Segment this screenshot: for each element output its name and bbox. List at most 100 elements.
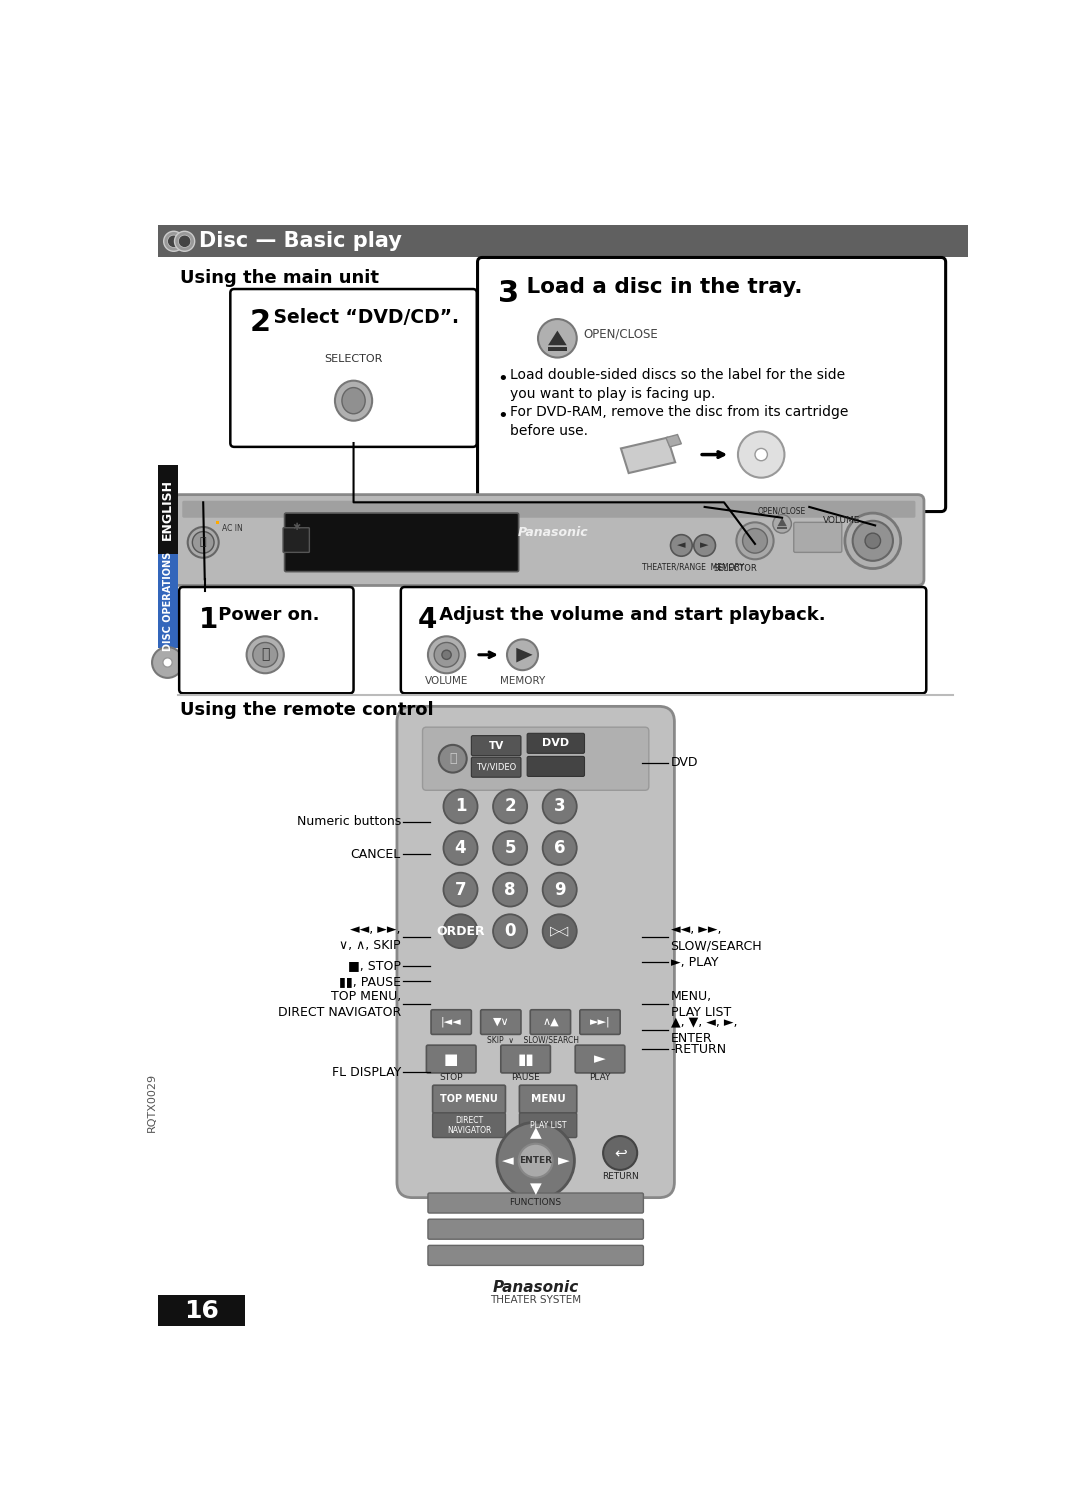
Bar [548, 347, 567, 350]
Text: ▲, ▼, ◄, ►,
ENTER: ▲, ▼, ◄, ►, ENTER [671, 1015, 737, 1045]
Text: ►►|: ►►| [590, 1017, 610, 1027]
Polygon shape [666, 434, 681, 447]
Text: •: • [498, 370, 509, 388]
Text: Adjust the volume and start playback.: Adjust the volume and start playback. [433, 607, 826, 625]
Circle shape [444, 790, 477, 823]
Text: Select “DVD/CD”.: Select “DVD/CD”. [267, 309, 459, 328]
Text: ◄◄, ►►,
∨, ∧, SKIP: ◄◄, ►►, ∨, ∧, SKIP [339, 923, 401, 953]
Text: Using the remote control: Using the remote control [180, 701, 433, 719]
Text: 3: 3 [498, 279, 518, 309]
Text: Load a disc in the tray.: Load a disc in the tray. [518, 277, 802, 298]
FancyBboxPatch shape [580, 1009, 620, 1035]
Text: Numeric buttons: Numeric buttons [297, 816, 401, 829]
Text: VOLUME: VOLUME [823, 516, 861, 525]
Text: PAUSE: PAUSE [511, 1074, 540, 1082]
FancyBboxPatch shape [428, 1220, 644, 1239]
FancyBboxPatch shape [527, 734, 584, 753]
FancyBboxPatch shape [422, 728, 649, 790]
FancyBboxPatch shape [230, 289, 476, 447]
Text: Disc — Basic play: Disc — Basic play [199, 231, 402, 252]
FancyBboxPatch shape [527, 756, 584, 777]
Text: MENU,
PLAY LIST: MENU, PLAY LIST [671, 990, 731, 1020]
Text: ■: ■ [444, 1051, 458, 1066]
Circle shape [693, 535, 715, 556]
Text: ⏻: ⏻ [200, 537, 206, 547]
Circle shape [845, 513, 901, 568]
Circle shape [603, 1136, 637, 1170]
Text: Using the main unit: Using the main unit [180, 268, 379, 286]
Circle shape [852, 520, 893, 561]
Circle shape [518, 1144, 553, 1178]
Text: PLAY LIST: PLAY LIST [530, 1121, 566, 1130]
Text: FUNCTIONS: FUNCTIONS [510, 1197, 562, 1206]
Bar [159, 465, 177, 555]
Circle shape [163, 658, 172, 666]
Circle shape [444, 872, 477, 907]
Circle shape [442, 650, 451, 659]
FancyBboxPatch shape [284, 513, 518, 571]
Bar [159, 225, 968, 258]
FancyBboxPatch shape [519, 1085, 577, 1112]
Text: STOP: STOP [440, 1074, 463, 1082]
FancyBboxPatch shape [427, 1045, 476, 1074]
Circle shape [178, 236, 191, 248]
Text: MEMORY: MEMORY [500, 677, 545, 686]
Circle shape [438, 746, 467, 772]
FancyBboxPatch shape [471, 757, 521, 777]
Text: OPEN/CLOSE: OPEN/CLOSE [758, 507, 807, 516]
Text: ►, PLAY: ►, PLAY [671, 956, 718, 969]
Ellipse shape [335, 380, 373, 420]
Text: For DVD-RAM, remove the disc from its cartridge
before use.: For DVD-RAM, remove the disc from its ca… [510, 406, 849, 438]
Text: ∧▲: ∧▲ [542, 1017, 558, 1027]
FancyBboxPatch shape [530, 1009, 570, 1035]
Circle shape [507, 640, 538, 669]
Text: THEATER/RANGE  MEMORY: THEATER/RANGE MEMORY [642, 562, 744, 571]
Bar [159, 1296, 245, 1325]
Circle shape [497, 1123, 575, 1199]
FancyBboxPatch shape [428, 1245, 644, 1266]
FancyBboxPatch shape [794, 522, 841, 552]
Text: ►: ► [594, 1051, 606, 1066]
Text: DVD: DVD [671, 756, 698, 769]
Circle shape [192, 532, 214, 553]
Circle shape [444, 830, 477, 865]
Text: ►: ► [700, 540, 708, 550]
Text: 1: 1 [455, 798, 467, 816]
FancyBboxPatch shape [397, 707, 674, 1197]
Text: DISC OPERATIONS: DISC OPERATIONS [163, 552, 173, 650]
Circle shape [167, 236, 180, 248]
Circle shape [865, 534, 880, 549]
Polygon shape [516, 649, 532, 662]
Text: ↩: ↩ [613, 1145, 626, 1160]
Text: 6: 6 [554, 839, 566, 857]
Circle shape [494, 914, 527, 948]
Text: ENTER: ENTER [519, 1156, 552, 1164]
FancyBboxPatch shape [481, 1009, 521, 1035]
Polygon shape [621, 438, 675, 473]
Text: OPEN/CLOSE: OPEN/CLOSE [583, 328, 658, 341]
Text: VOLUME: VOLUME [424, 677, 469, 686]
Text: ⏻: ⏻ [449, 753, 457, 765]
Text: ►: ► [557, 1153, 569, 1167]
Text: FL DISPLAY: FL DISPLAY [332, 1066, 401, 1078]
Text: 16: 16 [185, 1299, 219, 1323]
FancyBboxPatch shape [576, 1045, 625, 1074]
Text: RQTX0029: RQTX0029 [147, 1074, 157, 1133]
Text: ◄: ◄ [502, 1153, 514, 1167]
Text: Load double-sided discs so the label for the side
you want to play is facing up.: Load double-sided discs so the label for… [510, 368, 846, 401]
Text: AC IN: AC IN [221, 523, 243, 532]
Polygon shape [548, 331, 567, 346]
Circle shape [737, 522, 773, 559]
FancyBboxPatch shape [433, 1112, 505, 1138]
Text: ■, STOP: ■, STOP [348, 959, 401, 972]
Text: ENGLISH: ENGLISH [161, 479, 174, 540]
Text: |◄◄: |◄◄ [441, 1017, 461, 1027]
Text: TV: TV [488, 741, 503, 750]
Text: MENU: MENU [530, 1094, 566, 1103]
Circle shape [538, 319, 577, 358]
Text: 4: 4 [418, 607, 437, 634]
Text: TOP MENU,
DIRECT NAVIGATOR: TOP MENU, DIRECT NAVIGATOR [278, 990, 401, 1020]
Text: SELECTOR: SELECTOR [324, 355, 382, 364]
Circle shape [188, 526, 218, 558]
Text: 3: 3 [554, 798, 566, 816]
